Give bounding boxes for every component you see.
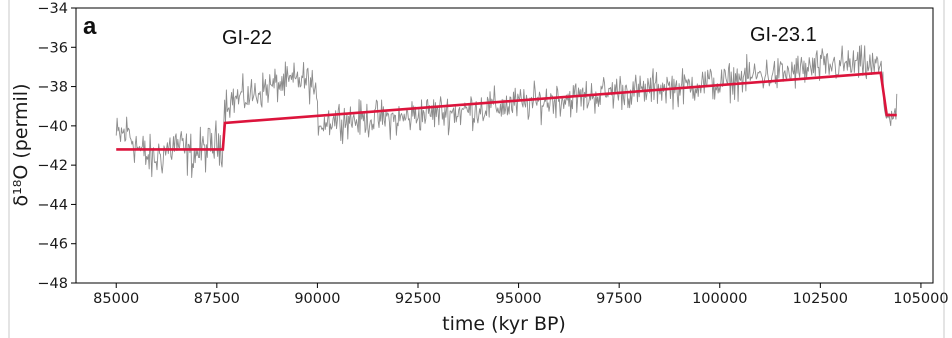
y-axis-label: δ¹⁸O (permil) [10,84,32,207]
y-tick-label: −48 [37,276,68,292]
series-line-record [115,44,898,178]
plot-frame [75,7,934,284]
y-tick-label: −42 [37,158,68,174]
plot-area [115,44,898,178]
x-tick-label: 102500 [793,291,848,307]
x-axis-label: time (kyr BP) [442,313,566,335]
y-tick-label: −34 [37,1,68,17]
y-axis: −34 −36 −38 −40 −42 −44 −46 −48 [37,1,76,292]
x-tick-label: 92500 [395,291,441,307]
x-tick-label: 105000 [893,291,948,307]
x-tick-label: 85000 [93,291,139,307]
x-tick-label: 97500 [596,291,642,307]
y-tick-label: −44 [37,197,68,213]
y-tick-label: −46 [37,237,68,253]
annotation-gi-23-1: GI-23.1 [750,24,817,46]
x-tick-label: 95000 [496,291,542,307]
panel-label: a [83,13,97,40]
x-tick-label: 100000 [692,291,747,307]
series-line-fit [116,71,897,151]
x-tick-label: 87500 [194,291,240,307]
annotation-gi-22: GI-22 [222,27,272,49]
y-tick-label: −40 [37,119,68,135]
y-tick-label: −36 [37,40,68,56]
x-tick-label: 90000 [294,291,340,307]
x-axis: 85000 87500 90000 92500 95000 97500 100000 1025… [93,283,949,307]
y-tick-label: −38 [37,80,68,96]
